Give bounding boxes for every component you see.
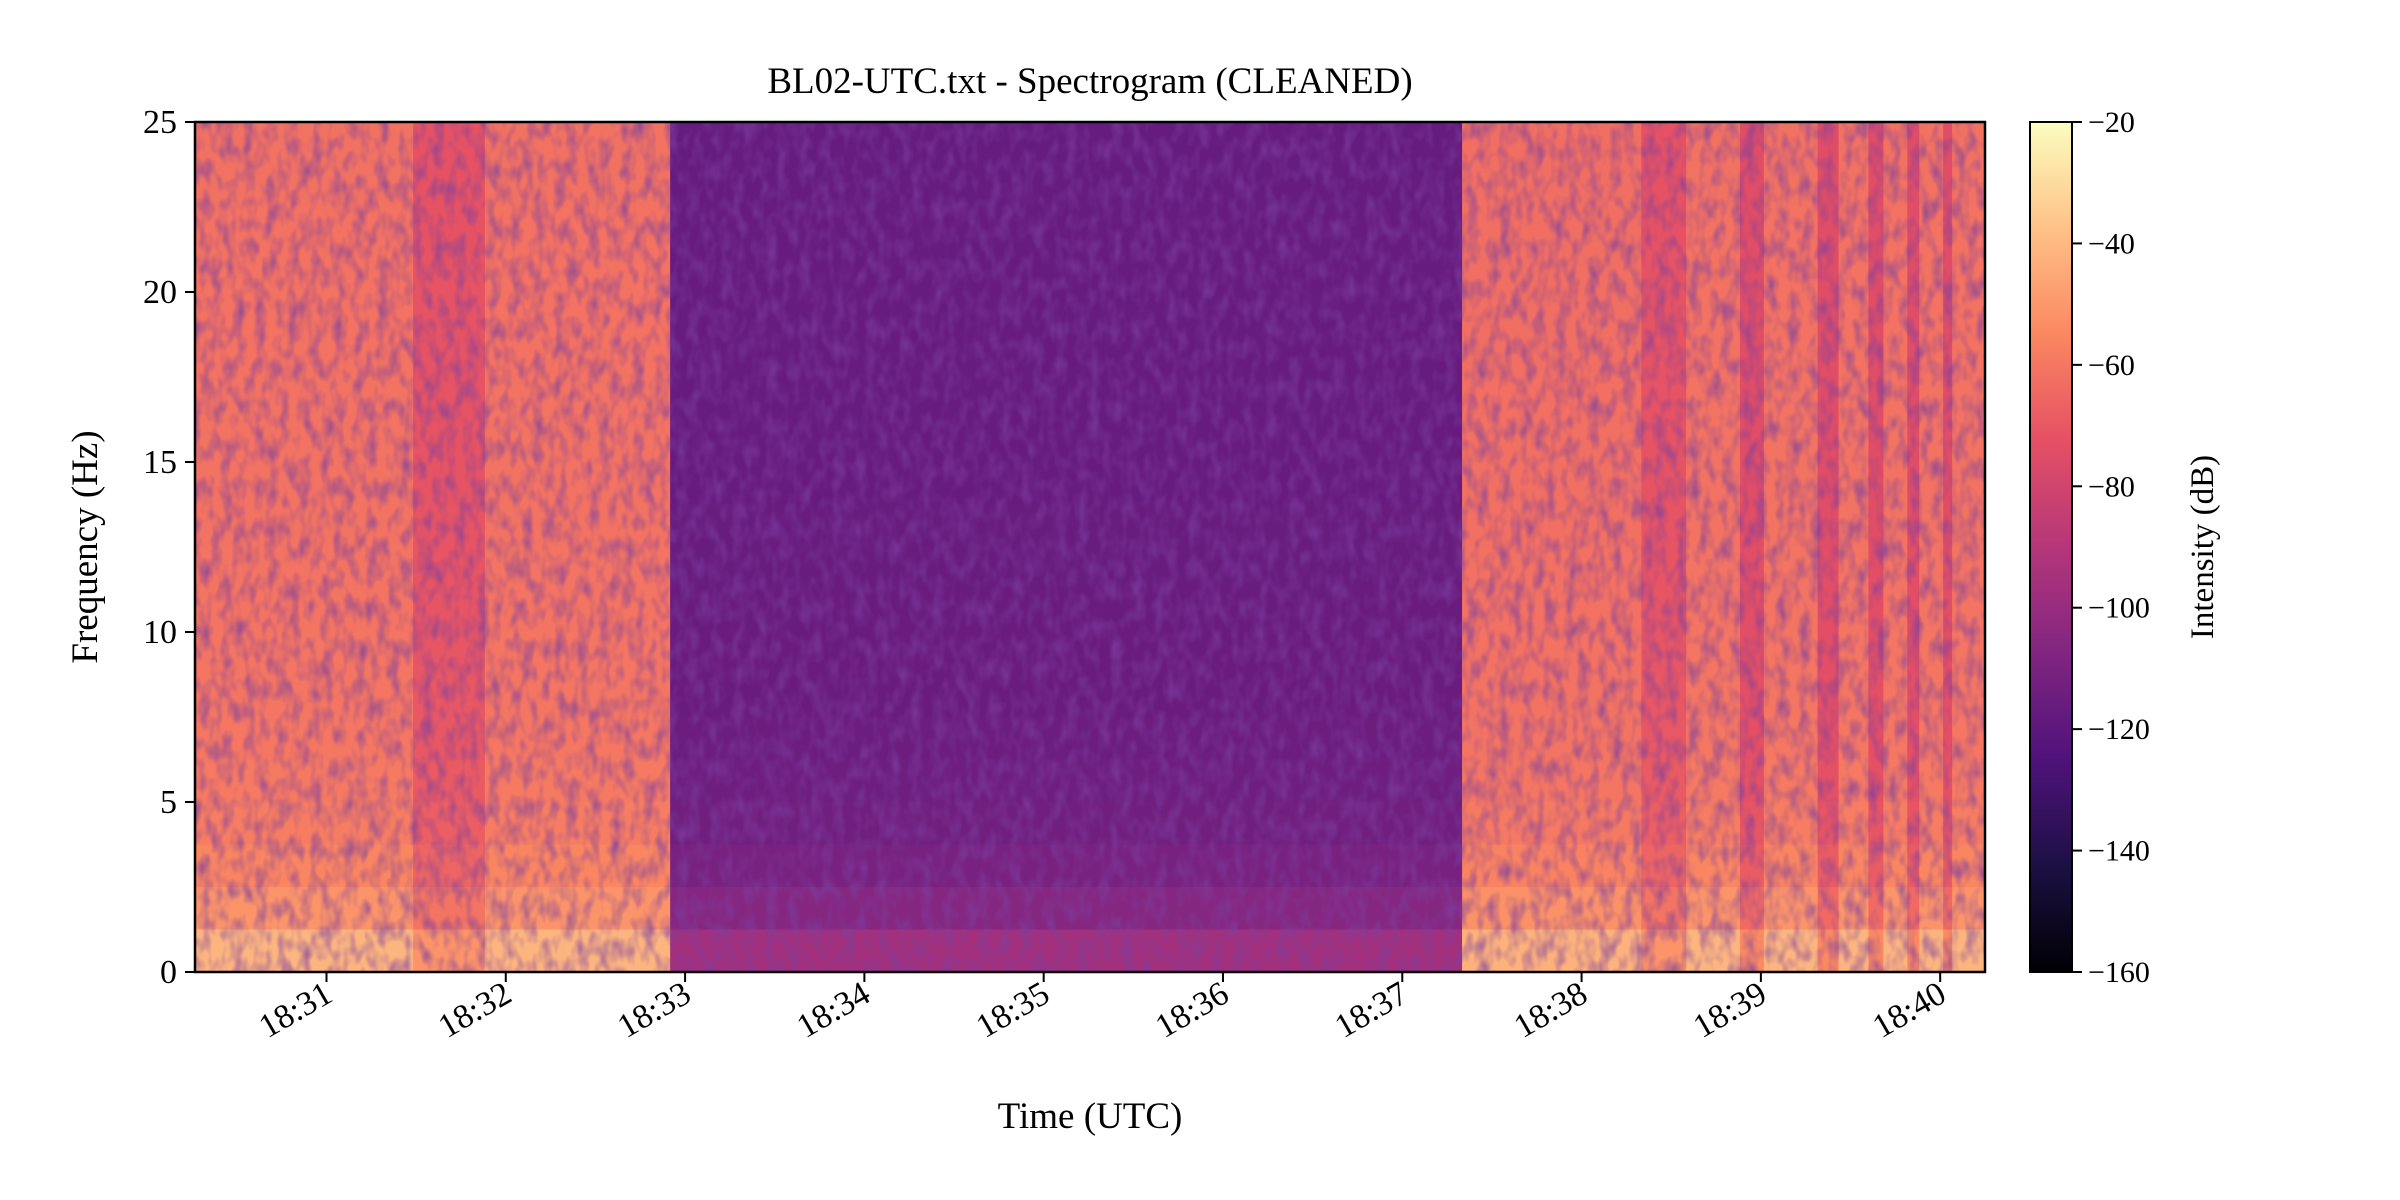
colorbar-tick-label: −100 — [2088, 592, 2150, 625]
colorbar-label: Intensity (dB) — [2185, 455, 2221, 639]
y-tick-label: 20 — [143, 274, 177, 311]
x-tick-label: 18:32 — [432, 975, 518, 1046]
colorbar-tick-label: −60 — [2088, 349, 2135, 382]
y-tick-label: 0 — [160, 954, 177, 991]
y-axis-label: Frequency (Hz) — [65, 430, 106, 663]
x-axis-label: Time (UTC) — [998, 1096, 1183, 1137]
spectrogram-heatmap — [195, 122, 1985, 972]
x-tick-label: 18:34 — [791, 975, 877, 1046]
colorbar-tick-label: −140 — [2088, 835, 2150, 868]
y-tick-label: 15 — [143, 444, 177, 481]
colorbar-tick-label: −80 — [2088, 470, 2135, 503]
colorbar-tick-label: −20 — [2088, 106, 2135, 139]
x-tick-label: 18:31 — [253, 975, 339, 1046]
x-axis: 18:31 18:32 18:33 18:34 18:35 18:36 18:37 18:38… — [253, 972, 1952, 1046]
x-tick-label: 18:35 — [970, 975, 1056, 1046]
y-axis: 0 5 10 15 20 25 — [143, 104, 195, 991]
y-tick-label: 10 — [143, 614, 177, 651]
x-tick-label: 18:36 — [1149, 975, 1235, 1046]
x-tick-label: 18:38 — [1508, 975, 1594, 1046]
x-tick-label: 18:33 — [612, 975, 698, 1046]
colorbar-tick-label: −160 — [2088, 956, 2150, 989]
colorbar-tick-label: −40 — [2088, 227, 2135, 260]
y-tick-label: 5 — [160, 784, 177, 821]
noise-texture — [195, 122, 1985, 972]
chart-title: BL02-UTC.txt - Spectrogram (CLEANED) — [767, 61, 1412, 102]
y-tick-label: 25 — [143, 104, 177, 141]
plot-frame — [193, 120, 1987, 974]
x-tick-label: 18:40 — [1867, 975, 1953, 1046]
colorbar — [2029, 121, 2073, 973]
colorbar-axis: −20 −40 −60 −80 −100 −120 −140 −160 — [2072, 106, 2150, 989]
x-tick-label: 18:37 — [1329, 975, 1415, 1046]
colorbar-tick-label: −120 — [2088, 713, 2150, 746]
x-tick-label: 18:39 — [1687, 975, 1773, 1046]
